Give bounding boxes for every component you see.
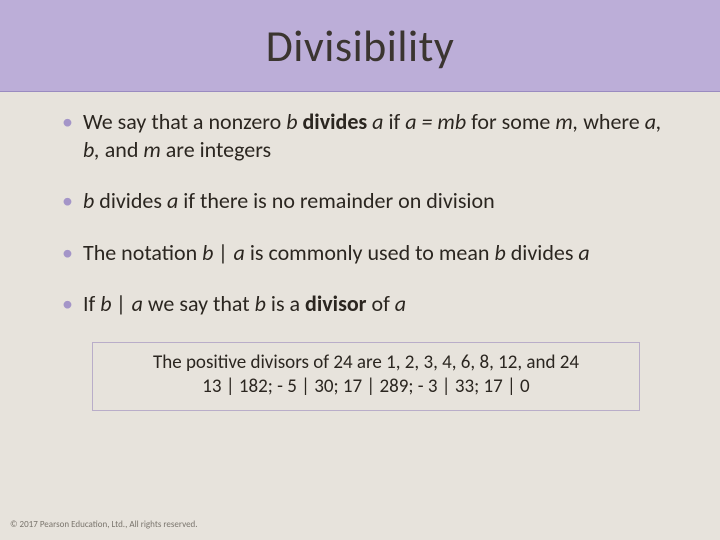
var-b: b <box>494 239 505 266</box>
text: of <box>367 290 395 317</box>
example-line-2: 13 | 182; - 5 | 30; 17 | 289; - 3 | 33; … <box>105 375 627 400</box>
text: for some <box>466 108 555 135</box>
text: and <box>100 136 144 163</box>
var-a: a <box>372 108 383 135</box>
text: If <box>83 290 100 317</box>
term-divisor: divisor <box>305 290 366 317</box>
text: if <box>383 108 405 135</box>
bullet-4: • If b | a we say that b is a divisor of… <box>62 290 670 318</box>
slide-content: • We say that a nonzero b divides a if a… <box>62 108 670 411</box>
text: is a <box>266 290 305 317</box>
var-a: a <box>167 187 178 214</box>
bullet-text: If b | a we say that b is a divisor of a <box>83 290 670 318</box>
bullet-3: • The notation b | a is commonly used to… <box>62 239 670 267</box>
text: We say that a nonzero <box>83 108 286 135</box>
example-box: The positive divisors of 24 are 1, 2, 3,… <box>92 342 640 411</box>
example-line-1: The positive divisors of 24 are 1, 2, 3,… <box>105 351 627 376</box>
text: if there is no remainder on division <box>178 187 494 214</box>
text: where <box>578 108 645 135</box>
var-m: m <box>143 136 160 163</box>
term-divides: divides <box>303 108 368 135</box>
text: are integers <box>161 136 271 163</box>
text: divides <box>94 187 167 214</box>
var-a: a <box>395 290 406 317</box>
copyright-notice: © 2017 Pearson Education, Ltd., All righ… <box>10 519 198 530</box>
equation: a = mb <box>405 108 466 135</box>
text: is commonly used to mean <box>245 239 495 266</box>
text: The notation <box>83 239 202 266</box>
title-band: Divisibility <box>0 0 720 92</box>
var-b: b <box>83 187 94 214</box>
bullet-dot-icon: • <box>62 187 73 215</box>
var-a: a <box>578 239 589 266</box>
var-m: m, <box>555 108 578 135</box>
bullet-text: b divides a if there is no remainder on … <box>83 187 670 215</box>
bullet-dot-icon: • <box>62 108 73 136</box>
bullet-2: • b divides a if there is no remainder o… <box>62 187 670 215</box>
var-b: b <box>255 290 266 317</box>
bullet-dot-icon: • <box>62 239 73 267</box>
bullet-text: We say that a nonzero b divides a if a =… <box>83 108 670 163</box>
text: we say that <box>143 290 255 317</box>
bullet-1: • We say that a nonzero b divides a if a… <box>62 108 670 163</box>
bullet-dot-icon: • <box>62 290 73 318</box>
notation-ba: b | a <box>100 290 143 317</box>
slide-title: Divisibility <box>266 19 455 73</box>
notation-ba: b | a <box>202 239 245 266</box>
text: divides <box>506 239 579 266</box>
bullet-text: The notation b | a is commonly used to m… <box>83 239 670 267</box>
var-b: b <box>286 108 297 135</box>
